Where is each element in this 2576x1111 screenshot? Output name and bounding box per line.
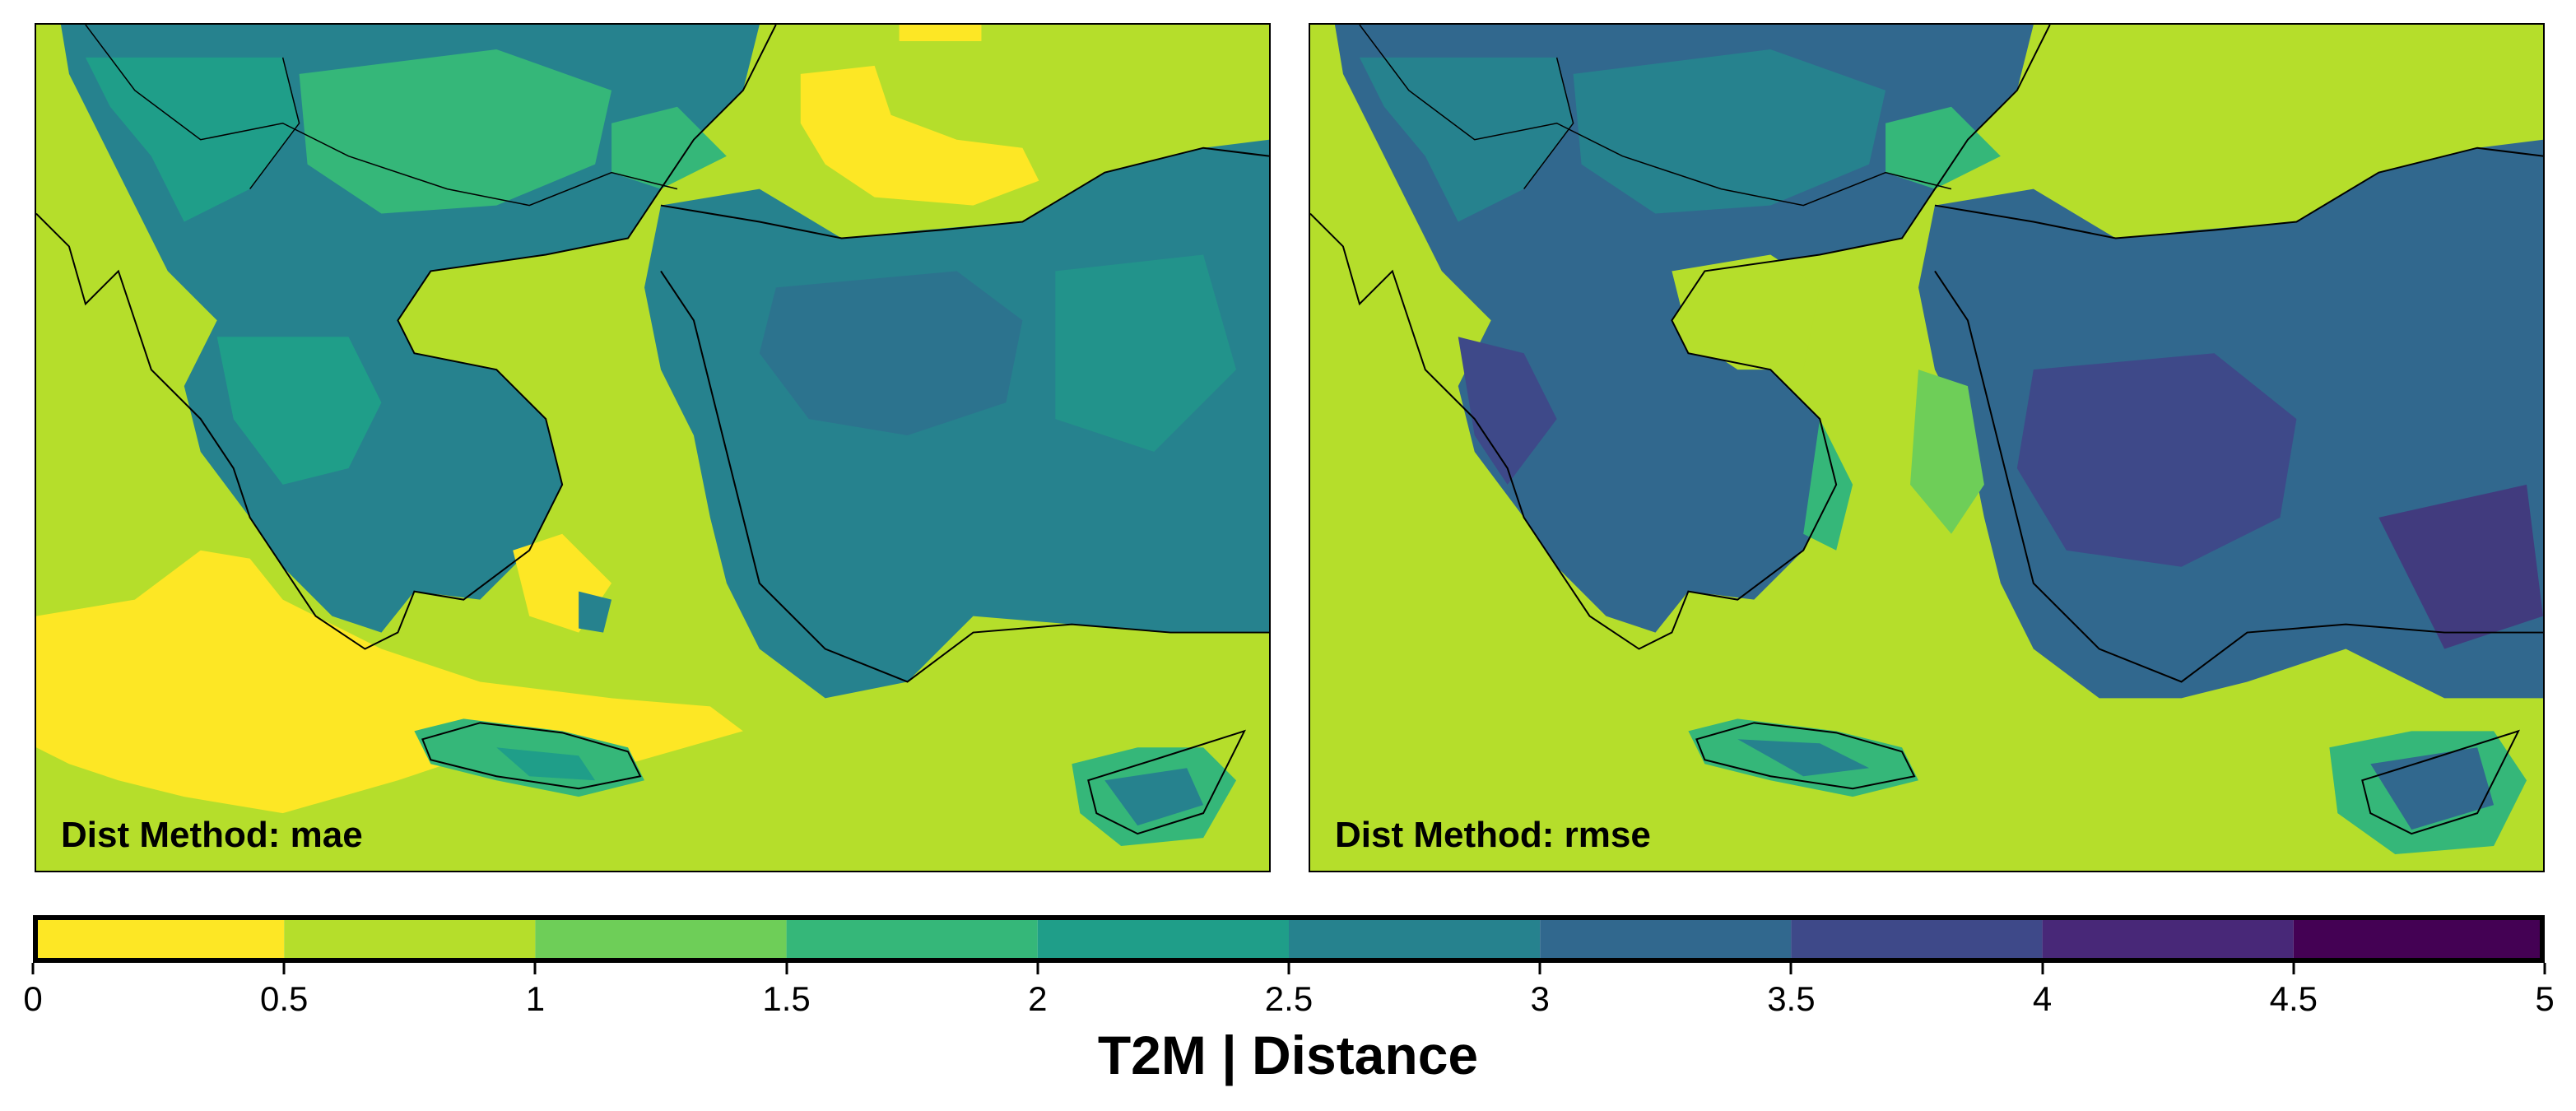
colorbar-tick-mark bbox=[2544, 963, 2546, 974]
colorbar-tick-label: 3.5 bbox=[1767, 979, 1815, 1019]
colorbar bbox=[33, 915, 2545, 963]
colorbar-bin-8 bbox=[2043, 915, 2294, 963]
colorbar-tick-label: 2 bbox=[1028, 979, 1047, 1019]
colorbar-bin-6 bbox=[1540, 915, 1791, 963]
colorbar-tick-label: 1 bbox=[526, 979, 545, 1019]
colorbar-bin-7 bbox=[1791, 915, 2042, 963]
colorbar-bin-9 bbox=[2294, 915, 2545, 963]
colorbar-tick-label: 0 bbox=[23, 979, 42, 1019]
colorbar-tick-mark bbox=[1539, 963, 1541, 974]
colorbar-tick-label: 5 bbox=[2535, 979, 2554, 1019]
colorbar-tick-mark bbox=[283, 963, 286, 974]
colorbar-tick-label: 4 bbox=[2033, 979, 2052, 1019]
colorbar-tick-label: 3 bbox=[1531, 979, 1550, 1019]
colorbar-bins bbox=[33, 915, 2545, 963]
colorbar-bin-0 bbox=[33, 915, 284, 963]
map-panel-mae: Dist Method: mae bbox=[35, 23, 1271, 872]
colorbar-tick-mark bbox=[1288, 963, 1290, 974]
colorbar-title: T2M | Distance bbox=[0, 1024, 2576, 1086]
colorbar-bin-3 bbox=[787, 915, 1038, 963]
colorbar-bin-1 bbox=[284, 915, 535, 963]
colorbar-tick-mark bbox=[32, 963, 35, 974]
colorbar-bin-5 bbox=[1289, 915, 1540, 963]
colorbar-tick-label: 1.5 bbox=[762, 979, 810, 1019]
colorbar-tick-mark bbox=[1790, 963, 1793, 974]
map-panel-rmse: Dist Method: rmse bbox=[1309, 23, 2545, 872]
colorbar-tick-mark bbox=[785, 963, 788, 974]
colorbar-tick-mark bbox=[2041, 963, 2044, 974]
map-rmse bbox=[1310, 25, 2543, 871]
colorbar-tick-mark bbox=[1036, 963, 1039, 974]
colorbar-tick-label: 2.5 bbox=[1265, 979, 1313, 1019]
colorbar-tick-mark bbox=[2292, 963, 2295, 974]
map-mae bbox=[36, 25, 1269, 871]
colorbar-bin-4 bbox=[1038, 915, 1289, 963]
colorbar-tick-label: 4.5 bbox=[2270, 979, 2318, 1019]
panel-label: Dist Method: mae bbox=[61, 815, 363, 856]
colorbar-tick-mark bbox=[534, 963, 537, 974]
panel-label: Dist Method: rmse bbox=[1335, 815, 1651, 856]
colorbar-bin-2 bbox=[535, 915, 786, 963]
colorbar-tick-label: 0.5 bbox=[260, 979, 308, 1019]
